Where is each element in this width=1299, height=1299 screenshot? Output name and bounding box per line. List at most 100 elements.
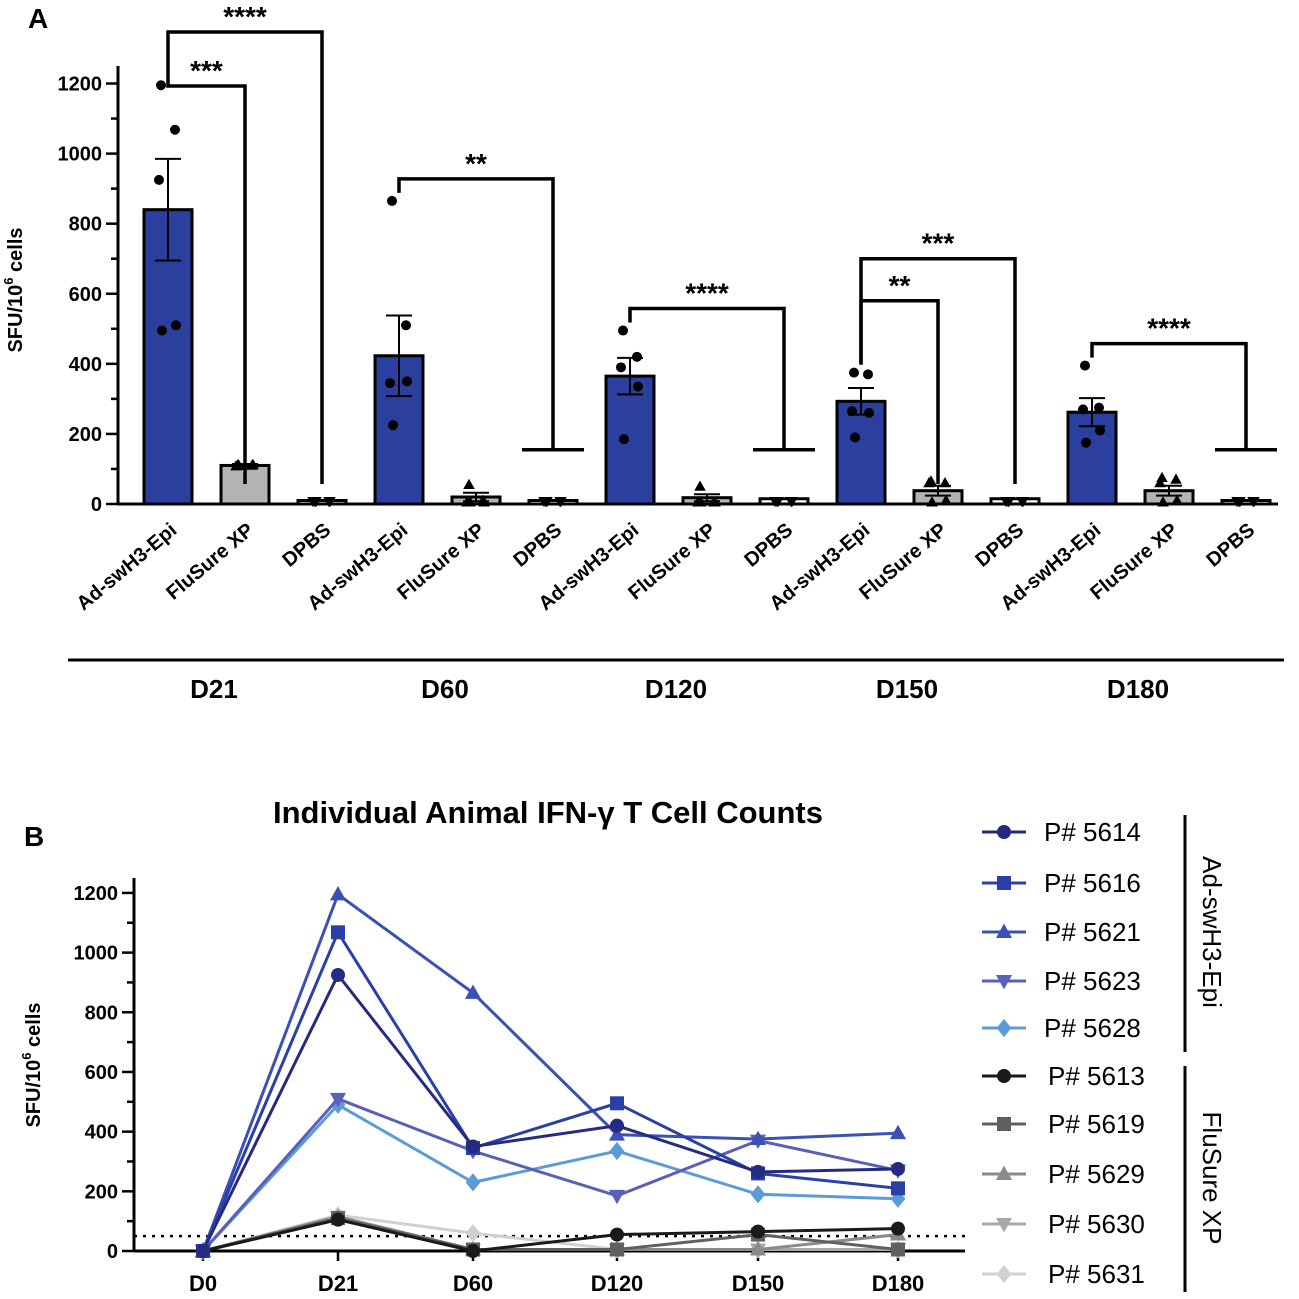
panel-label-a: A bbox=[28, 3, 48, 34]
bar-d180-dpbs bbox=[1220, 498, 1272, 506]
legend-marker-p-5631 bbox=[996, 1264, 1012, 1284]
data-point bbox=[939, 476, 951, 488]
significance-bracket bbox=[859, 256, 1017, 484]
panel-b-line-chart: Individual Animal IFN-γ T Cell Counts 0 20… bbox=[19, 795, 1227, 1296]
series-point-p-5613 bbox=[751, 1224, 765, 1239]
data-point bbox=[1154, 476, 1166, 488]
y-tick-label: 1200 bbox=[58, 74, 103, 96]
significance-bracket bbox=[166, 77, 247, 484]
series-point-p-5613 bbox=[891, 1221, 905, 1236]
series-point-p-5619 bbox=[891, 1242, 905, 1257]
y-tick-label: 0 bbox=[91, 494, 102, 516]
data-point bbox=[387, 195, 397, 206]
data-point bbox=[401, 320, 411, 331]
y-tick-label: 800 bbox=[85, 1002, 118, 1024]
group-label-d21: D21 bbox=[190, 674, 238, 704]
x-category-label: Ad-swH3-Epi bbox=[73, 519, 182, 615]
data-point bbox=[541, 496, 553, 508]
legend-label-p-5614: P# 5614 bbox=[1044, 817, 1141, 847]
series-point-p-5621 bbox=[464, 984, 482, 999]
panel-a-bar-chart: 0 200 400 600 800 1000 1200 SFU/106 cells Ad-swH… bbox=[1, 1, 1284, 704]
legend-label-p-5631: P# 5631 bbox=[1048, 1259, 1145, 1289]
series-point-p-5628 bbox=[609, 1141, 625, 1161]
y-tick-label: 1000 bbox=[74, 943, 119, 965]
data-point bbox=[863, 369, 873, 380]
y-tick-label: 800 bbox=[69, 214, 102, 236]
data-point bbox=[1156, 471, 1168, 482]
significance-label: **** bbox=[685, 278, 729, 309]
series-point-p-5623 bbox=[329, 1092, 347, 1108]
data-point bbox=[709, 496, 721, 507]
series-point-p-5614 bbox=[751, 1164, 765, 1179]
series-point-p-5614 bbox=[891, 1161, 905, 1176]
series-point-p-5614 bbox=[466, 1139, 480, 1154]
legend-label-p-5623: P# 5623 bbox=[1044, 966, 1141, 996]
significance-label: ** bbox=[465, 148, 487, 179]
x-tick-label-d150: D150 bbox=[732, 1271, 785, 1296]
data-point bbox=[555, 496, 567, 508]
significance-label: **** bbox=[1147, 313, 1191, 344]
significance-bracket bbox=[1090, 341, 1248, 450]
x-tick-label-d0: D0 bbox=[189, 1271, 217, 1296]
series-line-p-5613 bbox=[202, 1218, 899, 1253]
data-point bbox=[619, 434, 629, 445]
series-line-p-5621 bbox=[201, 892, 899, 1252]
series-point-p-5631 bbox=[465, 1223, 481, 1243]
data-point bbox=[1081, 437, 1091, 448]
series-point-p-5614 bbox=[610, 1118, 624, 1133]
data-point bbox=[1095, 425, 1105, 436]
significance-bracket bbox=[628, 306, 786, 450]
data-point bbox=[864, 407, 874, 418]
data-point bbox=[478, 496, 490, 507]
legend-marker-p-5616 bbox=[997, 876, 1011, 890]
significance-label: **** bbox=[223, 1, 267, 32]
data-point bbox=[1080, 360, 1090, 371]
series-point-p-5616 bbox=[610, 1096, 624, 1111]
x-category-label: DPBS bbox=[971, 519, 1028, 572]
series-point-p-5613 bbox=[466, 1244, 480, 1258]
y-axis-label: SFU/106 cells bbox=[1, 227, 27, 352]
y-tick-label: 200 bbox=[69, 424, 102, 446]
chart-title: Individual Animal IFN-γ T Cell Counts bbox=[273, 795, 823, 830]
group-label-d60: D60 bbox=[421, 674, 469, 704]
data-point bbox=[310, 496, 322, 508]
legend-label-p-5621: P# 5621 bbox=[1044, 917, 1141, 947]
data-point bbox=[633, 381, 643, 392]
data-point bbox=[694, 480, 706, 491]
series-point-p-5621 bbox=[329, 886, 347, 901]
data-point bbox=[1248, 496, 1260, 508]
x-tick-label-d60: D60 bbox=[453, 1271, 493, 1296]
data-point bbox=[1157, 496, 1169, 507]
data-point bbox=[247, 458, 259, 470]
data-point bbox=[849, 367, 859, 378]
data-point bbox=[772, 496, 784, 508]
bar-d150-ad-swh3-epi bbox=[835, 399, 887, 506]
data-point bbox=[1003, 496, 1015, 508]
x-tick-label-d120: D120 bbox=[591, 1271, 644, 1296]
legend-marker-p-5621 bbox=[995, 923, 1013, 938]
series-point-p-5616 bbox=[331, 925, 345, 940]
bar-d150-dpbs bbox=[989, 497, 1041, 506]
x-category-label: DPBS bbox=[740, 519, 797, 572]
group-label-d150: D150 bbox=[876, 674, 938, 704]
series-point-p-5628 bbox=[750, 1185, 766, 1204]
data-point bbox=[388, 420, 398, 431]
legend-label-p-5630: P# 5630 bbox=[1048, 1209, 1145, 1239]
data-point bbox=[233, 459, 245, 471]
data-point bbox=[1170, 473, 1182, 484]
series-point-p-5619 bbox=[610, 1242, 624, 1257]
series-point-p-5614 bbox=[331, 967, 345, 982]
series-line-p-5628 bbox=[201, 1102, 899, 1253]
bar-d60-dpbs bbox=[527, 498, 579, 506]
data-point bbox=[850, 432, 860, 443]
data-point bbox=[385, 378, 395, 389]
data-point bbox=[154, 174, 164, 185]
group-label-d120: D120 bbox=[645, 674, 707, 704]
significance-label: ** bbox=[889, 270, 911, 301]
legend-label-p-5619: P# 5619 bbox=[1048, 1109, 1145, 1139]
series-point-p-5621 bbox=[608, 1126, 626, 1141]
series-point-p-5628 bbox=[890, 1189, 906, 1208]
series-point-p-5623 bbox=[608, 1189, 626, 1205]
series-point-p-5613 bbox=[331, 1212, 345, 1227]
legend-label-p-5616: P# 5616 bbox=[1044, 868, 1141, 898]
